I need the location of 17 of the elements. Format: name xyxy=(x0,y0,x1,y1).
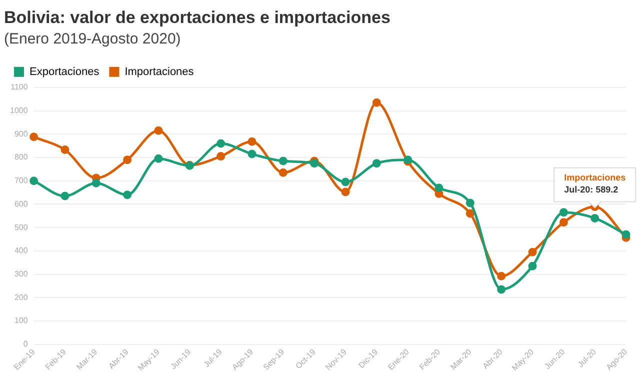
y-tick-label: 500 xyxy=(14,222,28,232)
y-tick-label: 200 xyxy=(14,292,28,302)
y-tick-label: 900 xyxy=(14,129,28,138)
y-tick-label: 700 xyxy=(14,176,28,186)
y-tick-label: 400 xyxy=(14,246,28,256)
y-tick-label: 100 xyxy=(14,316,28,326)
chart-subtitle: (Enero 2019-Agosto 2020) xyxy=(4,30,181,48)
y-tick-label: 300 xyxy=(14,269,28,278)
y-tick-label: 1000 xyxy=(10,106,28,115)
legend-label: Importaciones xyxy=(124,66,194,78)
y-tick-label: 600 xyxy=(14,199,28,208)
y-tick-label: 1100 xyxy=(10,82,28,92)
chart-title: Bolivia: valor de exportaciones e importaciones xyxy=(4,8,390,27)
annotation: Importaciones Jul-20: 589.2 xyxy=(564,172,626,195)
y-tick-label: 0 xyxy=(23,340,28,349)
y-tick-label: 800 xyxy=(14,152,28,162)
legend-label: Exportaciones xyxy=(30,66,100,78)
